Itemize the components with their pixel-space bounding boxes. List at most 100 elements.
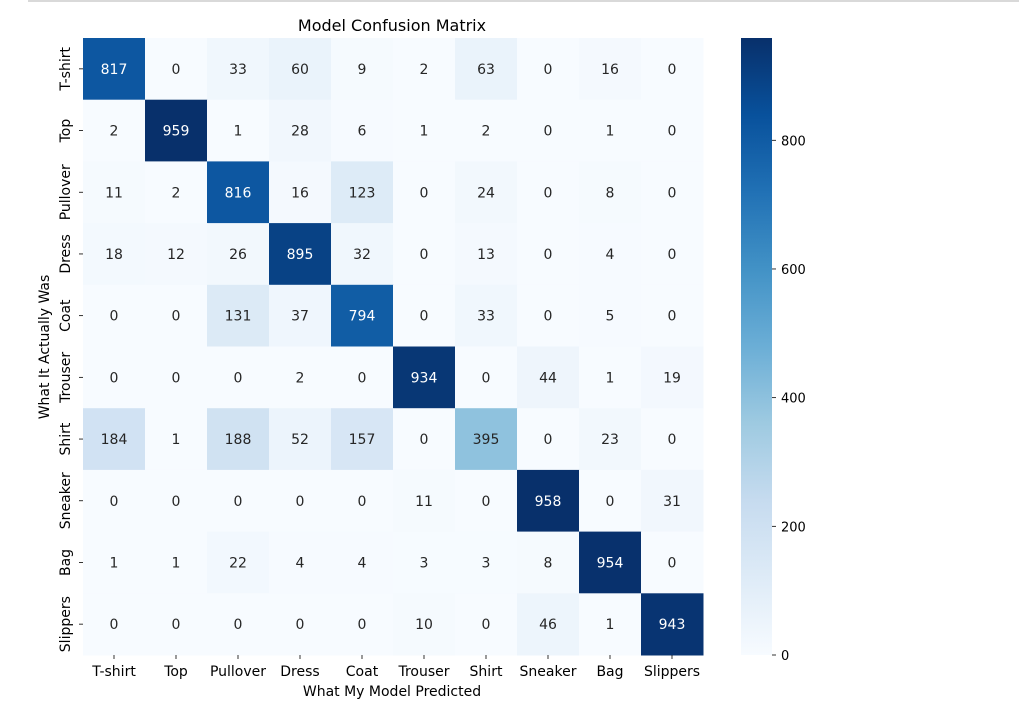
y-tick-label: Slippers <box>58 596 74 652</box>
heatmap-cell <box>269 593 332 656</box>
cell-value-label: 817 <box>101 62 128 78</box>
cell-value-label: 3 <box>420 555 429 571</box>
cell-value-label: 131 <box>225 309 252 325</box>
cell-value-label: 63 <box>477 62 495 78</box>
cell-value-label: 5 <box>606 309 615 325</box>
heatmap-cell <box>579 593 642 656</box>
cell-value-label: 123 <box>349 185 376 201</box>
x-tick-label: Bag <box>596 664 623 680</box>
cell-value-label: 958 <box>535 494 562 510</box>
cell-value-label: 157 <box>349 432 376 448</box>
heatmap-cell <box>269 284 332 347</box>
heatmap-cell <box>641 531 704 594</box>
cell-value-label: 0 <box>110 309 119 325</box>
cell-value-label: 0 <box>668 124 677 140</box>
heatmap-cell <box>393 223 456 286</box>
heatmap-cell <box>207 346 270 409</box>
cell-value-label: 0 <box>482 617 491 633</box>
cell-value-label: 22 <box>229 555 247 571</box>
heatmap-cell <box>269 223 332 286</box>
cell-value-label: 0 <box>544 62 553 78</box>
heatmap-cell <box>83 161 146 224</box>
heatmap-cell <box>579 161 642 224</box>
cell-value-label: 4 <box>606 247 615 263</box>
cell-value-label: 0 <box>234 370 243 386</box>
heatmap-cells: 817 0 33 60 9 2 63 0 16 02 959 1 28 6 1 2 0 1 011 2 816 16 123… <box>83 38 704 656</box>
cell-value-label: 28 <box>291 124 309 140</box>
cell-value-label: 37 <box>291 309 309 325</box>
heatmap-cell <box>145 38 208 101</box>
cell-value-label: 8 <box>544 555 553 571</box>
cell-value-label: 0 <box>420 309 429 325</box>
cell-value-label: 0 <box>668 185 677 201</box>
cell-value-label: 52 <box>291 432 309 448</box>
heatmap-cell <box>393 99 456 162</box>
cell-value-label: 0 <box>668 432 677 448</box>
heatmap-cell <box>331 346 394 409</box>
heatmap-cell <box>393 346 456 409</box>
heatmap-cell <box>641 161 704 224</box>
heatmap-cell <box>331 99 394 162</box>
heatmap-cell <box>393 38 456 101</box>
heatmap-cell <box>641 99 704 162</box>
x-tick-label: Slippers <box>644 664 700 680</box>
cell-value-label: 0 <box>482 494 491 510</box>
heatmap-cell <box>83 284 146 347</box>
heatmap-cell <box>145 408 208 471</box>
colorbar-tick-label: 0 <box>781 649 789 664</box>
cell-value-label: 12 <box>167 247 185 263</box>
cell-value-label: 33 <box>477 309 495 325</box>
cell-value-label: 0 <box>234 494 243 510</box>
heatmap-cell <box>269 346 332 409</box>
heatmap-cell <box>393 408 456 471</box>
cell-value-label: 3 <box>482 555 491 571</box>
colorbar-ticks: 0 200 400 600 800 <box>772 134 806 664</box>
cell-value-label: 0 <box>544 432 553 448</box>
heatmap-cell <box>455 469 518 533</box>
cell-value-label: 10 <box>415 617 433 633</box>
colorbar-tick-label: 400 <box>781 392 806 407</box>
heatmap-cell <box>269 161 332 224</box>
colorbar-tick-label: 800 <box>781 134 806 149</box>
heatmap-cell <box>83 38 146 101</box>
cell-value-label: 895 <box>287 247 314 263</box>
y-tick-label: Sneaker <box>58 472 74 529</box>
x-axis-ticks: T-shirt Top Pullover Dress Coat Trouser Shirt S… <box>91 655 700 680</box>
heatmap-cell <box>269 38 332 101</box>
heatmap-cell <box>207 531 270 594</box>
cell-value-label: 31 <box>663 494 681 510</box>
cell-value-label: 1 <box>110 555 119 571</box>
cell-value-label: 0 <box>420 247 429 263</box>
cell-value-label: 0 <box>544 124 553 140</box>
heatmap-cell <box>455 593 518 656</box>
y-tick-label: Bag <box>58 549 74 576</box>
cell-value-label: 1 <box>172 555 181 571</box>
cell-value-label: 16 <box>601 62 619 78</box>
cell-value-label: 1 <box>420 124 429 140</box>
heatmap-cell <box>579 346 642 409</box>
chart-title: Model Confusion Matrix <box>298 16 486 35</box>
heatmap-cell <box>517 38 580 101</box>
cell-value-label: 44 <box>539 370 557 386</box>
heatmap-cell <box>393 531 456 594</box>
cell-value-label: 0 <box>110 494 119 510</box>
heatmap-cell <box>579 99 642 162</box>
cell-value-label: 6 <box>358 124 367 140</box>
cell-value-label: 0 <box>172 370 181 386</box>
x-tick-label: Top <box>163 664 188 680</box>
colorbar <box>741 38 772 655</box>
heatmap-cell <box>145 593 208 656</box>
cell-value-label: 1 <box>606 370 615 386</box>
cell-value-label: 794 <box>349 309 376 325</box>
cell-value-label: 11 <box>415 494 433 510</box>
heatmap-cell <box>641 593 704 656</box>
heatmap-cell <box>517 223 580 286</box>
heatmap-cell <box>393 284 456 347</box>
y-tick-label: Coat <box>58 299 74 332</box>
top-divider <box>28 0 1019 2</box>
heatmap-cell <box>331 408 394 471</box>
heatmap-cell <box>207 408 270 471</box>
heatmap-cell <box>517 531 580 594</box>
cell-value-label: 0 <box>606 494 615 510</box>
